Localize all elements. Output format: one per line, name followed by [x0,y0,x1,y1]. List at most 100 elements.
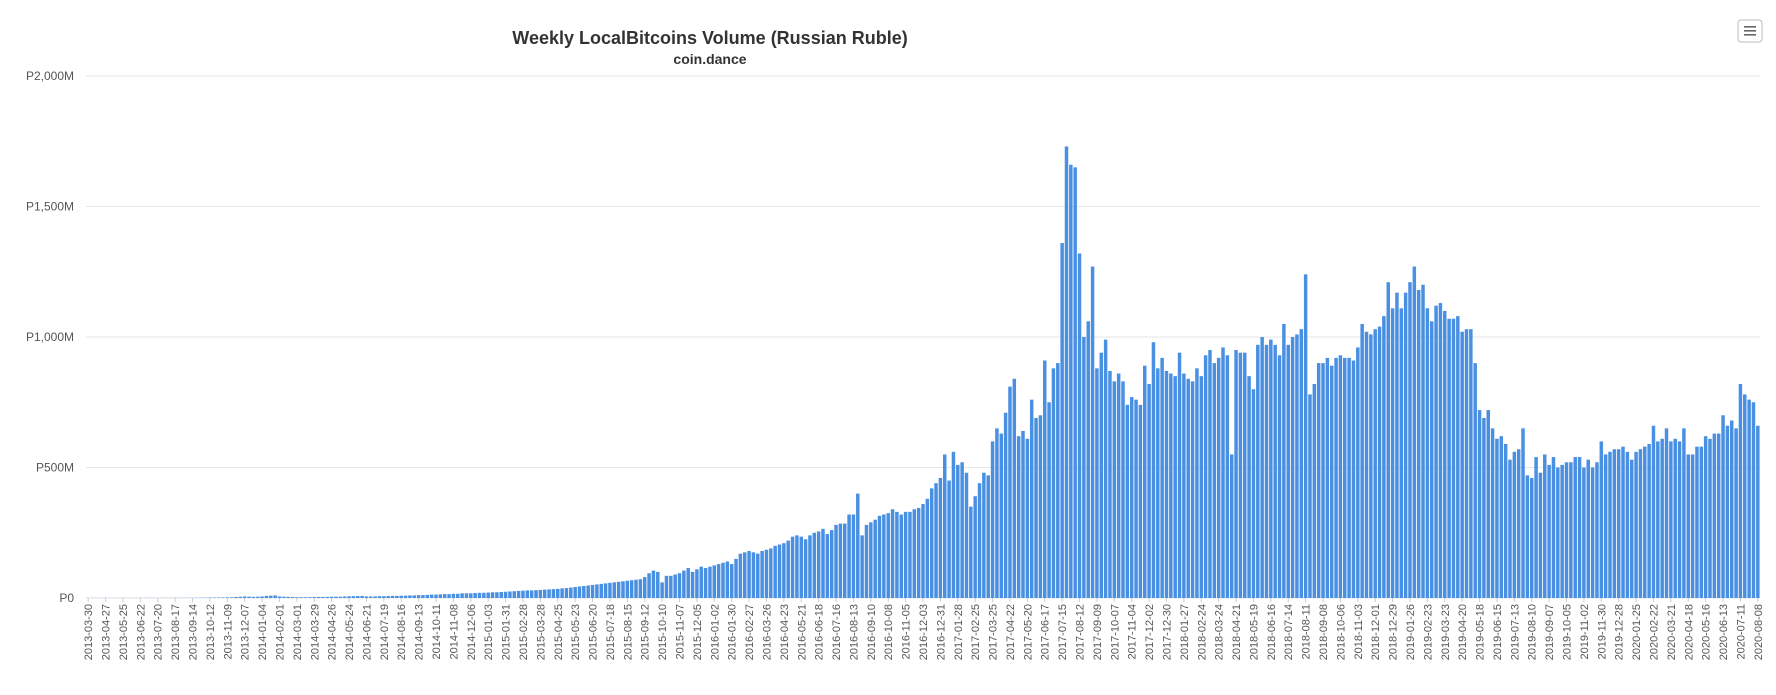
bar [1125,404,1130,598]
x-tick-label: 2017-10-07 [1109,604,1121,660]
bar [656,571,660,598]
bar [1638,449,1643,598]
bar [1747,399,1751,598]
bar [1386,282,1390,598]
x-tick-label: 2018-08-11 [1301,604,1313,659]
x-tick-label: 2019-09-07 [1544,604,1556,660]
bar [1138,404,1143,598]
x-tick-label: 2018-02-24 [1196,604,1208,660]
bar [812,532,817,598]
bar [338,596,343,598]
bar [1238,352,1243,598]
x-tick-label: 2017-11-04 [1127,604,1139,659]
bar [1173,376,1177,598]
x-tick-label: 2015-09-12 [640,604,652,660]
x-tick-label: 2018-01-27 [1179,604,1191,660]
bar [356,596,360,598]
bar [1434,305,1438,598]
bar [677,573,682,598]
y-tick-label: P2,000M [26,69,74,83]
x-tick-label: 2015-05-23 [570,604,582,660]
bar [1599,441,1604,598]
bar [1212,363,1217,598]
bar [669,575,673,598]
bar [1582,467,1586,598]
bar [1625,451,1630,598]
bar [699,566,703,598]
x-tick-label: 2017-01-28 [953,604,965,660]
bar [1221,347,1225,598]
bar [1564,462,1569,598]
bar [782,543,786,598]
bar [721,562,725,598]
bar [1660,438,1664,598]
bar [1295,334,1299,598]
bar [829,530,834,598]
bar [1486,410,1490,598]
bar [808,535,812,598]
bar [469,593,473,598]
chart-title: Weekly LocalBitcoins Volume (Russian Rub… [512,28,907,48]
bar [482,592,486,598]
bar [725,561,730,598]
bar [1038,415,1043,598]
bar [1408,282,1412,598]
bar [1543,454,1547,598]
bar [1151,342,1156,598]
bar [1399,308,1404,598]
bar [682,570,686,598]
bar [1403,292,1408,598]
bar [751,552,756,598]
bar [1143,365,1147,598]
bar [577,586,582,598]
bar [551,589,556,598]
x-tick-label: 2019-03-23 [1440,604,1452,660]
bar [438,594,443,598]
bar [869,522,873,598]
bar [1234,350,1238,598]
x-tick-label: 2020-07-11 [1735,604,1747,659]
x-tick-label: 2014-06-21 [361,604,373,660]
bar [412,595,417,598]
x-tick-label: 2014-11-08 [448,604,460,659]
bar [503,591,508,598]
bar [799,536,803,598]
bar [238,596,243,598]
x-tick-label: 2018-06-16 [1266,604,1278,660]
bar [1730,420,1734,598]
bar [525,590,530,598]
bar [408,595,412,598]
bar [769,548,773,598]
bar [1569,462,1573,598]
bar [1099,352,1104,598]
bar [512,591,517,598]
bar [1356,347,1360,598]
bar [1573,457,1577,598]
bar [642,577,647,598]
bar [1069,164,1073,599]
x-tick-label: 2019-08-10 [1527,604,1539,660]
bar [1351,360,1356,598]
bar [856,493,860,598]
x-tick-label: 2014-03-29 [309,604,321,660]
bar [773,545,777,598]
x-tick-label: 2016-03-26 [761,604,773,660]
bar [729,564,734,598]
bar [756,553,760,598]
x-tick-label: 2014-07-19 [379,604,391,660]
bar [616,581,621,598]
bar [590,584,595,598]
bar [416,595,421,598]
bar [873,519,877,598]
bar [716,564,721,598]
bar [277,596,282,598]
bar [603,583,608,598]
bar [347,596,351,598]
bar [373,596,377,598]
bar [1225,355,1230,598]
x-tick-label: 2017-08-12 [1075,604,1087,660]
bar [1621,446,1625,598]
chart-menu-button[interactable] [1737,19,1763,43]
bar [1064,146,1069,598]
